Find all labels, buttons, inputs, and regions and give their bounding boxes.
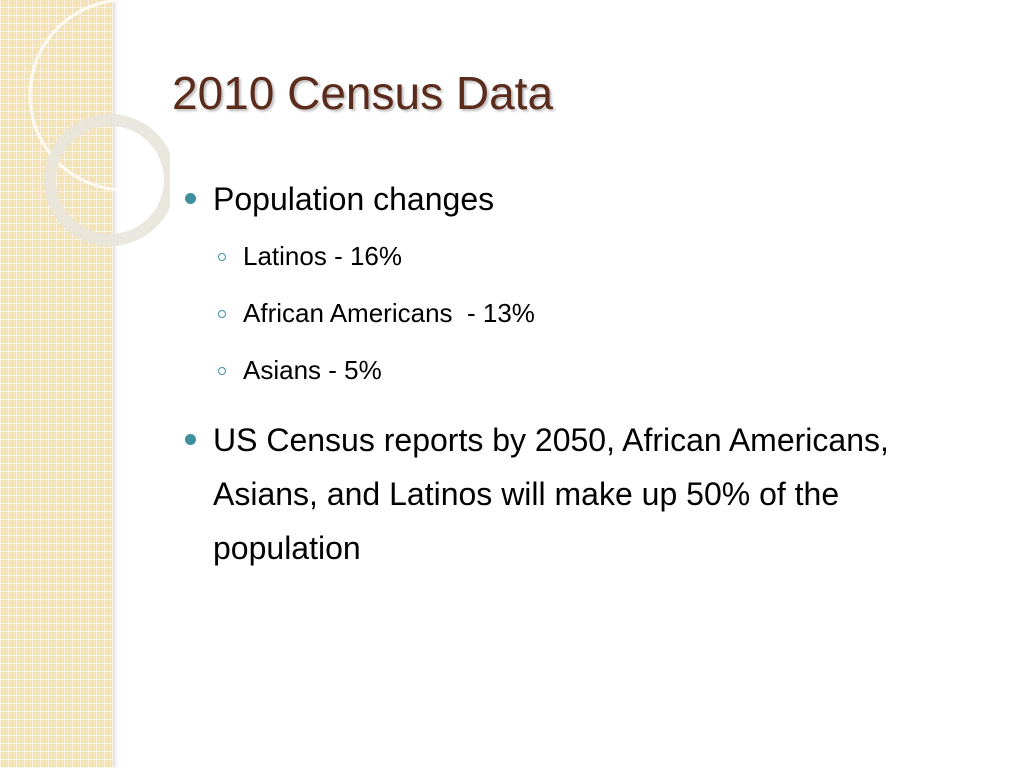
- bullet: US Census reports by 2050, African Ameri…: [185, 413, 965, 575]
- decoration: [28, 0, 170, 246]
- bullet-text: US Census reports by 2050, African Ameri…: [213, 422, 889, 566]
- sub-bullet: Asians - 5%: [213, 342, 965, 399]
- ring: [44, 114, 170, 246]
- ring: [28, 0, 170, 192]
- bullet: Population changes Latinos - 16% African…: [185, 172, 965, 399]
- bullet-text: Population changes: [213, 181, 495, 217]
- slide-title: 2010 Census Data: [172, 67, 554, 119]
- sub-bullet: African Americans - 13%: [213, 285, 965, 342]
- sub-bullet: Latinos - 16%: [213, 228, 965, 285]
- sub-list: Latinos - 16% African Americans - 13% As…: [213, 228, 965, 399]
- bullet-list: Population changes Latinos - 16% African…: [185, 172, 965, 575]
